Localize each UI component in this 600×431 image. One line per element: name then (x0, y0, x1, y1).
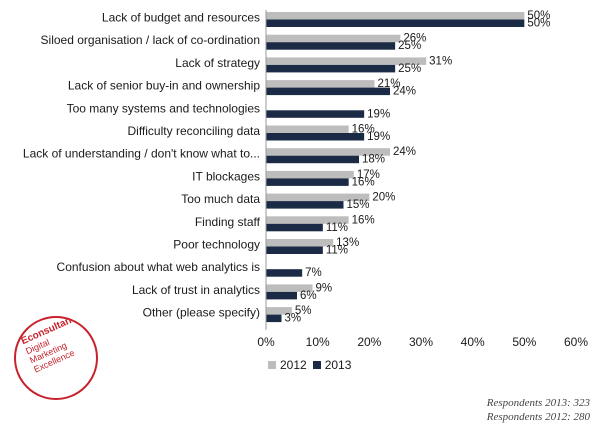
bar-2013-lack-of-senior-buy-in-and-ownership (266, 87, 390, 96)
bar-2012-siloed-organisation-lack-of-co-ordination (266, 34, 401, 43)
bar-2013-confusion-about-what-web-analytics-is (266, 269, 303, 277)
x-tick-label-10: 10% (306, 335, 330, 349)
bars (266, 12, 525, 323)
bar-2013-poor-technology (266, 246, 323, 254)
bar-2013-too-many-systems-and-technologies (266, 110, 365, 118)
econsultancy-logo: Econsultancy Digital Marketing Excellenc… (14, 316, 98, 400)
category-label-lack-of-understanding-don-t-know-what-to: Lack of understanding / don't know what … (23, 147, 260, 161)
bar-2012-too-much-data (266, 193, 370, 202)
category-label-too-many-systems-and-technologies: Too many systems and technologies (67, 101, 260, 115)
bar-2012-lack-of-understanding-don-t-know-what-to (266, 148, 390, 156)
x-tick-label-50: 50% (512, 335, 536, 349)
bar-2012-lack-of-senior-buy-in-and-ownership (266, 80, 375, 88)
value-label-2012-lack-of-trust-in-analytics: 9% (316, 282, 333, 294)
value-label-2013-lack-of-budget-and-resources: 50% (527, 18, 550, 30)
legend-swatch-2012 (268, 361, 276, 369)
value-label-2012-it-blockages: 17% (357, 169, 380, 181)
category-label-lack-of-senior-buy-in-and-ownership: Lack of senior buy-in and ownership (68, 79, 260, 93)
legend-swatch-2013 (312, 361, 321, 369)
value-label-2012-finding-staff: 16% (352, 214, 375, 226)
category-labels: Lack of budget and resources Siloed organ… (23, 11, 261, 320)
x-axis-ticks: 0% 10% 20% 30% 40% 50% 60% (257, 335, 588, 349)
value-label-2013-other-please-specify: 3% (285, 313, 302, 325)
category-label-lack-of-trust-in-analytics: Lack of trust in analytics (132, 283, 260, 297)
x-tick-label-20: 20% (357, 335, 381, 349)
category-label-siloed-organisation-lack-of-co-ordination: Siloed organisation / lack of co-ordinat… (41, 33, 260, 47)
bar-2012-lack-of-budget-and-resources (266, 12, 525, 20)
value-label-2012-difficulty-reconciling-data: 16% (352, 124, 375, 136)
value-label-2013-lack-of-senior-buy-in-and-ownership: 24% (393, 86, 416, 98)
bar-2013-lack-of-trust-in-analytics (266, 291, 297, 300)
value-label-2013-lack-of-trust-in-analytics: 6% (300, 290, 317, 302)
value-label-2013-lack-of-strategy: 25% (398, 63, 421, 75)
bar-2013-difficulty-reconciling-data (266, 133, 365, 141)
bar-2012-poor-technology (266, 239, 334, 247)
category-label-lack-of-strategy: Lack of strategy (175, 56, 260, 70)
bar-2012-it-blockages (266, 170, 354, 179)
x-tick-label-0: 0% (257, 335, 275, 349)
respondents-2013: Respondents 2013: 323 (486, 397, 590, 409)
value-label-2012-lack-of-understanding-don-t-know-what-to: 24% (393, 146, 416, 158)
value-label-2012-lack-of-senior-buy-in-and-ownership: 21% (378, 78, 401, 90)
bar-2013-it-blockages (266, 178, 349, 186)
category-label-it-blockages: IT blockages (192, 169, 260, 183)
bar-2013-finding-staff (266, 223, 323, 232)
legend: 2012 2013 (268, 358, 357, 372)
bar-2012-lack-of-strategy (266, 57, 427, 65)
bar-2013-lack-of-budget-and-resources (266, 19, 525, 27)
category-label-finding-staff: Finding staff (195, 215, 261, 229)
category-label-poor-technology: Poor technology (173, 238, 260, 252)
respondents-2012: Respondents 2012: 280 (486, 411, 590, 423)
x-tick-label-60: 60% (564, 335, 588, 349)
value-label-2012-lack-of-budget-and-resources: 50% (527, 10, 550, 22)
category-label-other-please-specify: Other (please specify) (143, 306, 260, 320)
category-label-difficulty-reconciling-data: Difficulty reconciling data (127, 124, 260, 138)
bar-2013-other-please-specify (266, 314, 282, 323)
value-label-2013-too-much-data: 15% (347, 199, 370, 211)
value-label-2013-finding-staff: 11% (326, 222, 348, 234)
bar-2013-lack-of-strategy (266, 64, 396, 73)
bar-2012-lack-of-trust-in-analytics (266, 284, 313, 292)
category-label-lack-of-budget-and-resources: Lack of budget and resources (102, 11, 260, 25)
value-labels: 50%50%26%25%31%25%21%24%19%16%19%24%18%1… (285, 10, 551, 325)
value-label-2012-siloed-organisation-lack-of-co-ordination: 26% (403, 33, 426, 45)
value-label-2012-too-much-data: 20% (372, 192, 395, 204)
value-label-2012-lack-of-strategy: 31% (429, 55, 452, 67)
value-label-2012-other-please-specify: 5% (295, 305, 312, 317)
category-label-confusion-about-what-web-analytics-is: Confusion about what web analytics is (57, 260, 260, 274)
value-label-2013-poor-technology: 11% (326, 245, 348, 257)
value-label-2013-difficulty-reconciling-data: 19% (367, 131, 390, 143)
bar-2013-lack-of-understanding-don-t-know-what-to (266, 155, 359, 164)
bar-2012-other-please-specify (266, 307, 292, 315)
legend-item-2013: 2013 (312, 358, 352, 372)
bar-2013-too-much-data (266, 201, 344, 209)
category-label-too-much-data: Too much data (181, 192, 260, 206)
legend-item-2012: 2012 (268, 358, 307, 372)
value-label-2012-poor-technology: 13% (336, 237, 359, 249)
bar-2013-siloed-organisation-lack-of-co-ordination (266, 42, 396, 50)
bar-2012-difficulty-reconciling-data (266, 125, 349, 133)
value-label-2013-confusion-about-what-web-analytics-is: 7% (305, 267, 322, 279)
value-label-2013-too-many-systems-and-technologies: 19% (367, 108, 390, 120)
value-label-2013-lack-of-understanding-don-t-know-what-to: 18% (362, 154, 385, 166)
bar-2012-finding-staff (266, 216, 349, 224)
value-label-2013-siloed-organisation-lack-of-co-ordination: 25% (398, 40, 421, 52)
respondents-note: Respondents 2013: 323 Respondents 2012: … (487, 396, 590, 424)
legend-label-2013: 2013 (324, 358, 352, 372)
x-tick-label-40: 40% (461, 335, 485, 349)
x-tick-label-30: 30% (409, 335, 433, 349)
legend-label-2012: 2012 (280, 358, 307, 372)
value-label-2013-it-blockages: 16% (352, 176, 375, 188)
